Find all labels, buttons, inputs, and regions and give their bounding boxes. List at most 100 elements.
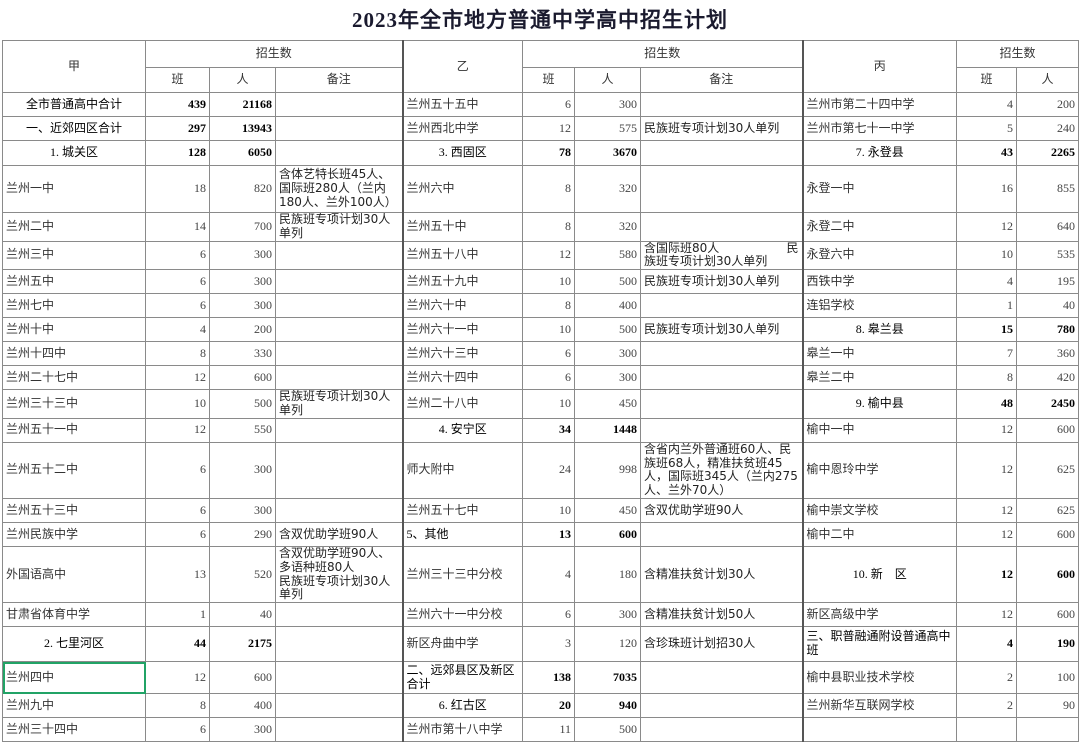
value-cell[interactable]: 500 <box>574 317 642 343</box>
remark-cell[interactable] <box>274 497 404 523</box>
value-cell[interactable]: 500 <box>209 389 276 419</box>
school-name[interactable]: 兰州市第七十一中学 <box>801 116 958 141</box>
section-label[interactable]: 全市普通高中合计 <box>2 92 146 117</box>
school-name[interactable]: 兰州民族中学 <box>2 521 146 547</box>
value-cell[interactable]: 500 <box>574 269 642 295</box>
value-cell[interactable]: 128 <box>145 140 210 166</box>
school-name[interactable]: 兰州三十三中 <box>2 389 146 419</box>
remark-cell[interactable] <box>274 341 404 367</box>
section-label[interactable]: 一、近郊四区合计 <box>2 116 146 141</box>
remark-cell[interactable] <box>640 389 804 419</box>
remark-cell[interactable] <box>274 92 404 117</box>
value-cell[interactable]: 12 <box>956 602 1018 628</box>
value-cell[interactable]: 855 <box>1016 165 1080 213</box>
value-cell[interactable]: 700 <box>209 212 276 242</box>
value-cell[interactable]: 320 <box>574 165 642 213</box>
value-cell[interactable]: 200 <box>1016 92 1080 117</box>
value-cell[interactable]: 820 <box>209 165 276 213</box>
value-cell[interactable]: 10 <box>956 240 1018 271</box>
remark-cell[interactable] <box>640 693 804 719</box>
remark-cell[interactable]: 含省内兰外普通班60人、民族班68人，精准扶贫班45人，国际班345人（兰内27… <box>640 441 804 499</box>
value-cell[interactable]: 940 <box>574 693 642 719</box>
value-cell[interactable]: 16 <box>956 165 1018 213</box>
value-cell[interactable]: 24 <box>522 441 576 499</box>
value-cell[interactable]: 1 <box>145 602 210 628</box>
value-cell[interactable]: 450 <box>574 497 642 523</box>
value-cell[interactable]: 120 <box>574 626 642 663</box>
value-cell[interactable]: 12 <box>145 365 210 391</box>
section-label[interactable]: 三、职普融通附设普通高中班 <box>801 626 958 663</box>
school-name[interactable]: 兰州六十中 <box>401 293 524 319</box>
value-cell[interactable]: 78 <box>522 140 576 166</box>
remark-cell[interactable]: 含精准扶贫计划30人 <box>640 545 804 604</box>
remark-cell[interactable]: 含珍珠班计划招30人 <box>640 626 804 663</box>
section-label[interactable]: 9. 榆中县 <box>801 389 958 419</box>
school-name[interactable] <box>801 717 958 743</box>
school-name[interactable]: 榆中崇文学校 <box>801 497 958 523</box>
remark-cell[interactable] <box>640 341 804 367</box>
remark-cell[interactable] <box>640 717 804 743</box>
section-label[interactable]: 4. 安宁区 <box>401 417 524 443</box>
value-cell[interactable]: 12 <box>956 497 1018 523</box>
school-name[interactable]: 新区高级中学 <box>801 602 958 628</box>
value-cell[interactable]: 6 <box>145 497 210 523</box>
school-name[interactable]: 兰州六十四中 <box>401 365 524 391</box>
value-cell[interactable]: 10 <box>522 317 576 343</box>
school-name[interactable]: 兰州市第十八中学 <box>401 717 524 743</box>
remark-cell[interactable] <box>274 626 404 663</box>
value-cell[interactable]: 420 <box>1016 365 1080 391</box>
school-name[interactable]: 兰州四中 <box>2 661 146 695</box>
value-cell[interactable]: 300 <box>209 441 276 499</box>
remark-cell[interactable] <box>274 693 404 719</box>
remark-cell[interactable] <box>274 116 404 141</box>
value-cell[interactable]: 550 <box>209 417 276 443</box>
value-cell[interactable]: 13 <box>145 545 210 604</box>
value-cell[interactable]: 138 <box>522 661 576 695</box>
school-name[interactable]: 兰州十中 <box>2 317 146 343</box>
school-name[interactable]: 皋兰一中 <box>801 341 958 367</box>
value-cell[interactable]: 7 <box>956 341 1018 367</box>
value-cell[interactable]: 6 <box>522 341 576 367</box>
value-cell[interactable]: 18 <box>145 165 210 213</box>
value-cell[interactable]: 450 <box>574 389 642 419</box>
value-cell[interactable]: 600 <box>1016 545 1080 604</box>
value-cell[interactable]: 14 <box>145 212 210 242</box>
value-cell[interactable]: 200 <box>209 317 276 343</box>
section-label[interactable]: 7. 永登县 <box>801 140 958 166</box>
value-cell[interactable]: 600 <box>209 661 276 695</box>
value-cell[interactable]: 2175 <box>209 626 276 663</box>
value-cell[interactable]: 180 <box>574 545 642 604</box>
remark-cell[interactable] <box>640 417 804 443</box>
value-cell[interactable]: 6 <box>145 240 210 271</box>
school-name[interactable]: 兰州五十三中 <box>2 497 146 523</box>
value-cell[interactable]: 4 <box>956 92 1018 117</box>
remark-cell[interactable] <box>274 140 404 166</box>
school-name[interactable]: 永登一中 <box>801 165 958 213</box>
school-name[interactable]: 西铁中学 <box>801 269 958 295</box>
value-cell[interactable]: 21168 <box>209 92 276 117</box>
school-name[interactable]: 兰州九中 <box>2 693 146 719</box>
remark-cell[interactable]: 民族班专项计划30人单列 <box>640 317 804 343</box>
remark-cell[interactable]: 民族班专项计划30人单列 <box>274 212 404 242</box>
school-name[interactable]: 兰州十四中 <box>2 341 146 367</box>
value-cell[interactable]: 1448 <box>574 417 642 443</box>
value-cell[interactable]: 7035 <box>574 661 642 695</box>
value-cell[interactable]: 330 <box>209 341 276 367</box>
value-cell[interactable]: 12 <box>956 417 1018 443</box>
value-cell[interactable]: 4 <box>522 545 576 604</box>
value-cell[interactable]: 360 <box>1016 341 1080 367</box>
school-name[interactable]: 外国语高中 <box>2 545 146 604</box>
school-name[interactable]: 新区舟曲中学 <box>401 626 524 663</box>
value-cell[interactable]: 640 <box>1016 212 1080 242</box>
school-name[interactable]: 兰州六十三中 <box>401 341 524 367</box>
remark-cell[interactable] <box>274 240 404 271</box>
value-cell[interactable]: 2265 <box>1016 140 1080 166</box>
value-cell[interactable]: 600 <box>1016 417 1080 443</box>
section-label[interactable]: 3. 西固区 <box>401 140 524 166</box>
value-cell[interactable]: 40 <box>1016 293 1080 319</box>
value-cell[interactable]: 190 <box>1016 626 1080 663</box>
school-name[interactable]: 榆中恩玲中学 <box>801 441 958 499</box>
remark-cell[interactable] <box>640 92 804 117</box>
remark-cell[interactable] <box>274 441 404 499</box>
value-cell[interactable]: 600 <box>209 365 276 391</box>
